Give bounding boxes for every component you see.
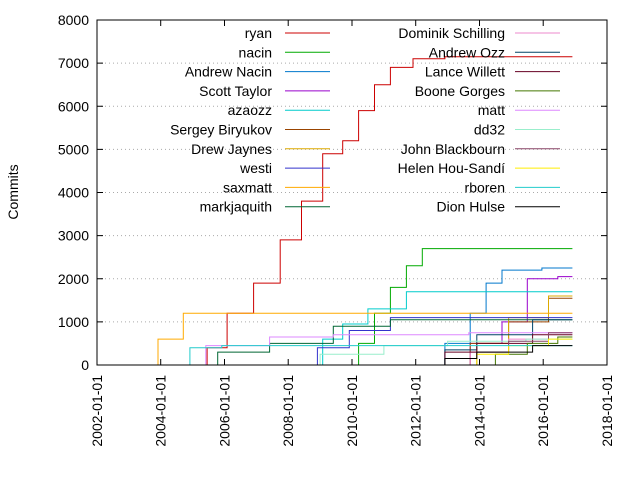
legend: ryan nacin Andrew Nacin Scott Taylor azaozz S… [170,25,560,215]
y-axis-label: Commits [5,164,21,219]
legend-label: John Blackbourn [401,141,505,157]
x-tick-label: 2018-01-01 [599,375,615,447]
legend-label: markjaquith [200,199,272,215]
series-line-19 [429,345,573,366]
y-tick-label: 5000 [58,141,89,157]
legend-label: Helen Hou-Sandí [398,160,506,176]
x-tick-label: 2014-01-01 [472,375,488,447]
series-line-4 [312,291,573,366]
y-tick-label: 6000 [58,98,89,114]
series-line-2 [429,267,573,366]
legend-label: Andrew Ozz [429,44,505,60]
legend-label: nacin [239,44,272,60]
x-tick-label: 2010-01-01 [344,375,360,447]
legend-label: Dion Hulse [437,199,506,215]
grid [97,62,607,323]
x-tick-label: 2008-01-01 [280,375,296,447]
legend-label: saxmatt [223,179,272,195]
legend-label: Sergey Biryukov [170,122,272,138]
legend-label: rboren [465,179,505,195]
series-line-7 [301,317,573,366]
series-line-1 [352,248,573,366]
y-tick-label: 1000 [58,314,89,330]
series-line-17 [460,338,573,366]
legend-label: matt [478,102,505,118]
y-tick-label: 4000 [58,185,89,201]
series-line-14 [174,332,573,366]
series-line-8 [142,312,573,366]
x-tick-label: 2006-01-01 [217,375,233,447]
series-line-13 [479,336,573,366]
legend-label: dd32 [474,122,505,138]
series-line-5 [447,297,573,366]
legend-label: Boone Gorges [415,83,505,99]
x-tick-label: 2004-01-01 [153,375,169,447]
legend-label: Lance Willett [425,64,505,80]
legend-label: Dominik Schilling [398,25,505,41]
series-lines [142,56,573,366]
y-tick-label: 7000 [58,55,89,71]
legend-label: Andrew Nacin [185,64,272,80]
y-tick-label: 0 [81,357,89,373]
legend-label: azaozz [228,102,272,118]
axes: 0 1000 2000 3000 4000 5000 6000 7000 8000 2002-01… [58,12,615,447]
series-line-10 [447,332,573,366]
y-tick-label: 3000 [58,228,89,244]
x-tick-label: 2002-01-01 [89,375,105,447]
legend-label: Scott Taylor [199,83,272,99]
legend-label: ryan [245,25,272,41]
series-line-9 [197,319,573,366]
x-tick-label: 2016-01-01 [535,375,551,447]
y-tick-label: 8000 [58,12,89,28]
series-line-16 [460,332,573,366]
y-tick-label: 2000 [58,271,89,287]
legend-label: westi [239,160,272,176]
legend-label: Drew Jaynes [191,141,272,157]
series-line-18 [174,345,573,366]
x-tick-label: 2012-01-01 [408,375,424,447]
